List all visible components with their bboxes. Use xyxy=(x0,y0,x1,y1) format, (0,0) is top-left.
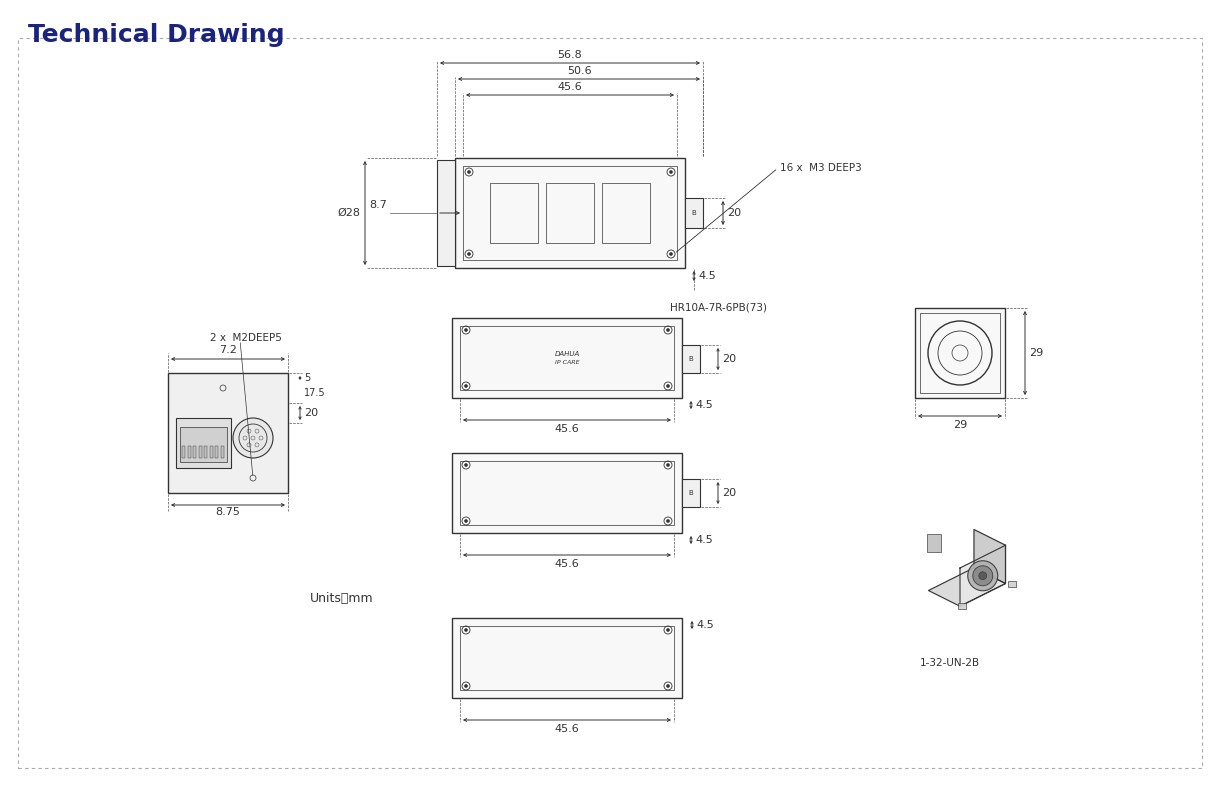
Bar xyxy=(958,603,966,609)
Bar xyxy=(460,326,673,390)
Bar xyxy=(176,418,231,468)
Circle shape xyxy=(467,171,471,173)
Text: 20: 20 xyxy=(722,354,736,364)
Text: 45.6: 45.6 xyxy=(555,424,580,434)
Circle shape xyxy=(465,685,467,688)
Circle shape xyxy=(666,385,670,388)
Text: 8.7: 8.7 xyxy=(370,200,387,210)
Text: 4.5: 4.5 xyxy=(695,400,712,410)
Text: 1-32-UN-2B: 1-32-UN-2B xyxy=(920,658,980,668)
Circle shape xyxy=(670,171,672,173)
Bar xyxy=(221,446,223,458)
Text: Technical Drawing: Technical Drawing xyxy=(28,23,284,47)
Text: B: B xyxy=(688,356,693,362)
Text: 45.6: 45.6 xyxy=(558,82,582,92)
Bar xyxy=(601,183,650,243)
Bar xyxy=(926,534,941,552)
Bar xyxy=(547,183,594,243)
Circle shape xyxy=(967,561,998,591)
Text: 20: 20 xyxy=(304,408,318,418)
Circle shape xyxy=(465,629,467,631)
Circle shape xyxy=(670,252,672,255)
Bar xyxy=(682,345,700,373)
Text: B: B xyxy=(692,210,697,216)
Text: Ø28: Ø28 xyxy=(337,208,360,218)
Circle shape xyxy=(666,464,670,467)
Circle shape xyxy=(666,685,670,688)
Text: 4.5: 4.5 xyxy=(698,271,716,281)
Circle shape xyxy=(666,629,670,631)
Bar xyxy=(451,318,682,398)
Bar xyxy=(182,446,185,458)
Bar xyxy=(682,479,700,507)
Bar xyxy=(199,446,201,458)
Text: 20: 20 xyxy=(727,208,741,218)
Text: 17.5: 17.5 xyxy=(304,388,326,398)
Text: Units：mm: Units：mm xyxy=(310,591,373,605)
Bar xyxy=(210,446,212,458)
Circle shape xyxy=(666,519,670,523)
Text: 4.5: 4.5 xyxy=(695,535,712,545)
Text: 20: 20 xyxy=(722,488,736,498)
Bar xyxy=(193,446,196,458)
Circle shape xyxy=(467,252,471,255)
Text: HR10A-7R-6PB(73): HR10A-7R-6PB(73) xyxy=(670,303,767,313)
Bar xyxy=(684,198,703,228)
Circle shape xyxy=(465,385,467,388)
Circle shape xyxy=(666,329,670,331)
Bar xyxy=(460,626,673,690)
Bar xyxy=(464,166,677,260)
Bar xyxy=(168,373,288,493)
Bar xyxy=(181,427,227,462)
Bar xyxy=(490,183,538,243)
Text: 2 x  M2DEEP5: 2 x M2DEEP5 xyxy=(210,333,282,343)
Text: 56.8: 56.8 xyxy=(558,50,582,60)
Bar xyxy=(437,160,455,266)
Bar xyxy=(215,446,218,458)
Polygon shape xyxy=(928,567,1005,606)
Circle shape xyxy=(972,566,993,586)
Bar xyxy=(188,446,190,458)
Text: 45.6: 45.6 xyxy=(555,559,580,569)
Bar xyxy=(451,453,682,533)
Circle shape xyxy=(465,519,467,523)
Circle shape xyxy=(465,464,467,467)
Text: 50.6: 50.6 xyxy=(566,66,592,76)
Bar xyxy=(1008,580,1015,587)
Text: 5: 5 xyxy=(304,373,310,383)
Bar xyxy=(204,446,207,458)
Text: 45.6: 45.6 xyxy=(555,724,580,734)
Text: IP CARE: IP CARE xyxy=(555,360,580,365)
Circle shape xyxy=(465,329,467,331)
Circle shape xyxy=(978,571,987,580)
Polygon shape xyxy=(960,545,1005,606)
Bar xyxy=(915,308,1005,398)
Bar xyxy=(460,461,673,525)
Polygon shape xyxy=(974,530,1005,583)
Bar xyxy=(451,618,682,698)
Text: 29: 29 xyxy=(1028,348,1043,358)
Text: B: B xyxy=(688,490,693,496)
Text: 8.75: 8.75 xyxy=(216,507,240,517)
Text: 16 x  M3 DEEP3: 16 x M3 DEEP3 xyxy=(780,163,861,173)
Text: 29: 29 xyxy=(953,420,967,430)
Circle shape xyxy=(233,418,273,458)
Text: 7.2: 7.2 xyxy=(220,345,237,355)
Text: 4.5: 4.5 xyxy=(695,620,714,630)
Text: DAHUA: DAHUA xyxy=(554,351,580,357)
Bar xyxy=(920,313,1000,393)
Bar xyxy=(455,158,684,268)
